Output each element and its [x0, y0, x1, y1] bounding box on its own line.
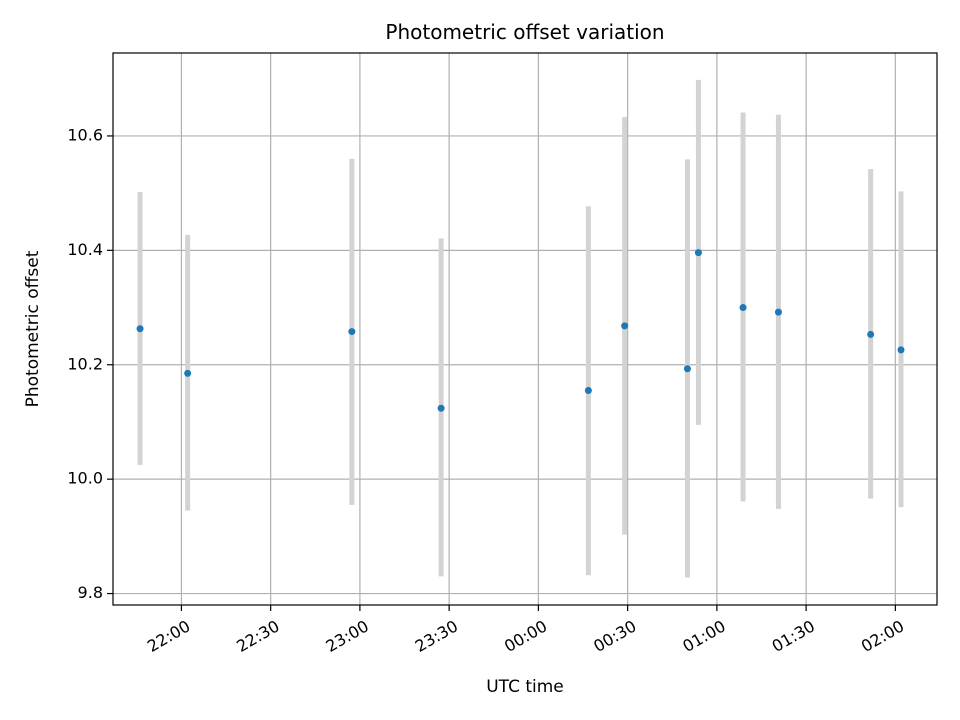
- data-point: [184, 369, 192, 377]
- y-axis-ticks: 9.8 10.0 10.2 10.4 10.6: [67, 125, 113, 602]
- y-tick-label: 10.2: [67, 354, 103, 373]
- data-point: [348, 328, 356, 336]
- plot-frame: [112, 52, 938, 606]
- grid-lines: [113, 53, 937, 605]
- data-point: [897, 346, 905, 354]
- y-axis-title: Photometric offset: [23, 250, 43, 407]
- x-axis-title: UTC time: [486, 677, 564, 697]
- data-point: [437, 404, 445, 412]
- chart-title: Photometric offset variation: [385, 20, 664, 44]
- data-points: [136, 249, 905, 412]
- data-point: [694, 249, 702, 257]
- data-point: [774, 308, 782, 316]
- data-point: [683, 365, 691, 373]
- y-tick-label: 10.6: [67, 125, 103, 144]
- data-point: [867, 330, 875, 338]
- y-tick-label: 9.8: [78, 583, 103, 602]
- y-tick-label: 10.0: [67, 469, 103, 488]
- data-point: [621, 322, 629, 330]
- data-point: [739, 304, 747, 312]
- y-tick-label: 10.4: [67, 240, 103, 259]
- data-point: [584, 386, 592, 394]
- data-point: [136, 325, 144, 333]
